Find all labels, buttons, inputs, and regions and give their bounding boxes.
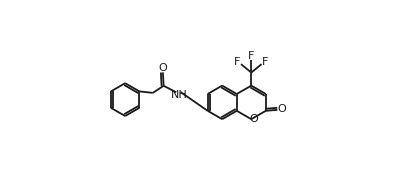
Text: F: F (262, 57, 268, 67)
Text: NH: NH (171, 89, 188, 100)
Text: O: O (158, 62, 167, 73)
Text: F: F (234, 57, 240, 67)
Text: F: F (248, 51, 255, 61)
Text: O: O (249, 114, 258, 124)
Text: O: O (277, 104, 286, 114)
